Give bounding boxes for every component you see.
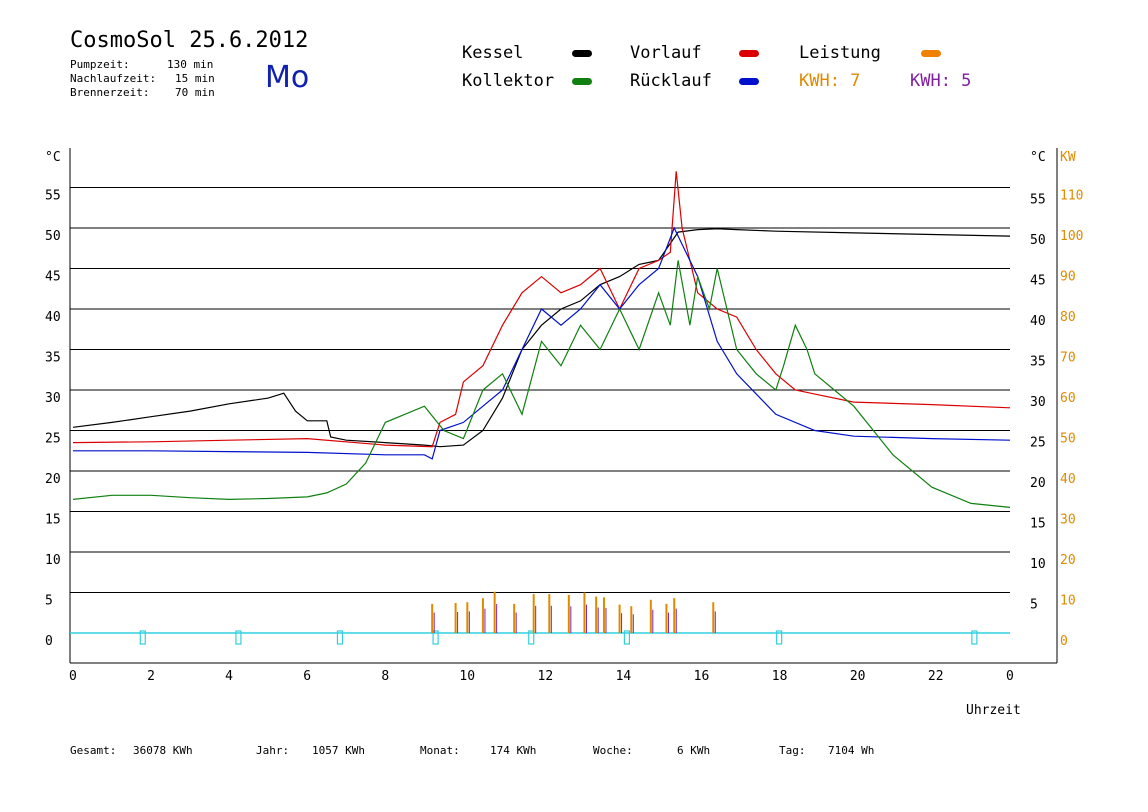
kw-tick-label: 0 <box>1060 634 1068 649</box>
y-right-tick-label: 30 <box>1030 395 1046 410</box>
legend-kessel-swatch <box>572 50 592 57</box>
legend-kollektor-label: Kollektor <box>462 71 555 91</box>
pump-marker <box>336 630 344 645</box>
x-tick-label: 16 <box>694 669 710 684</box>
legend-kwh5-label: KWH: 5 <box>910 71 972 91</box>
series-line-rcklauf <box>73 226 1011 460</box>
x-tick-label: 12 <box>538 669 554 684</box>
weekday-label: Mo <box>265 60 310 95</box>
kw-axis-unit: KW <box>1060 150 1076 165</box>
footer-gesamt-label: Gesamt: <box>70 744 117 757</box>
kw-tick-label: 70 <box>1060 351 1076 366</box>
y-right-tick-label: 40 <box>1030 314 1046 329</box>
y-tick-label: 0 <box>45 634 53 649</box>
y-tick-label: 10 <box>45 553 61 568</box>
pump-marker <box>139 630 146 645</box>
kw-tick-label: 80 <box>1060 310 1076 325</box>
y-tick-label: 5 <box>45 594 53 609</box>
kw-tick-label: 40 <box>1060 472 1076 487</box>
y-right-tick-label: 50 <box>1030 233 1046 248</box>
pump-marker <box>432 630 439 645</box>
footer-jahr-value: 1057 KWh <box>312 744 365 757</box>
kw-tick-label: 60 <box>1060 391 1076 406</box>
y-axis-unit-right: °C <box>1030 150 1046 165</box>
legend-ruecklauf-swatch <box>739 78 759 85</box>
y-tick-label: 15 <box>45 513 61 528</box>
x-tick-label: 0 <box>69 669 77 684</box>
y-right-tick-label: 55 <box>1030 193 1046 208</box>
x-axis-title: Uhrzeit <box>966 703 1021 718</box>
kw-tick-label: 50 <box>1060 432 1076 447</box>
y-right-tick-label: 15 <box>1030 517 1046 532</box>
x-tick-label: 6 <box>303 669 311 684</box>
brennerzeit-label: Brennerzeit: <box>70 86 150 99</box>
pump-marker <box>528 630 535 645</box>
kw-tick-label: 110 <box>1060 189 1083 204</box>
footer-tag-value: 7104 Wh <box>828 744 875 757</box>
footer-woche-value: 6 KWh <box>677 744 711 757</box>
pump-marker <box>235 630 242 645</box>
kw-tick-label: 30 <box>1060 513 1076 528</box>
legend-ruecklauf-label: Rücklauf <box>630 71 712 91</box>
y-tick-label: 20 <box>45 472 61 487</box>
x-tick-label: 18 <box>772 669 788 684</box>
y-right-tick-label: 5 <box>1030 598 1038 613</box>
nachlaufzeit-label: Nachlaufzeit: <box>70 72 157 85</box>
y-tick-label: 50 <box>45 229 61 244</box>
legend-vorlauf-label: Vorlauf <box>630 43 702 63</box>
kw-tick-label: 10 <box>1060 594 1076 609</box>
y-right-tick-label: 45 <box>1030 274 1046 289</box>
series-line-kollektor <box>72 260 1011 508</box>
x-tick-label: 2 <box>147 669 155 684</box>
x-tick-label: 14 <box>616 669 632 684</box>
series-line-kessel <box>72 228 1011 448</box>
legend-kwh7-label: KWH: 7 <box>799 71 861 91</box>
pumpzeit-label: Pumpzeit: <box>70 58 130 71</box>
y-tick-label: 35 <box>45 351 61 366</box>
x-tick-label: 0 <box>1006 669 1014 684</box>
x-tick-label: 10 <box>459 669 475 684</box>
kw-tick-label: 100 <box>1060 229 1083 244</box>
y-tick-label: 45 <box>45 270 61 285</box>
footer-monat-value: 174 KWh <box>490 744 537 757</box>
footer-woche-label: Woche: <box>593 744 633 757</box>
y-right-tick-label: 10 <box>1030 557 1046 572</box>
x-tick-label: 4 <box>225 669 233 684</box>
footer-jahr-label: Jahr: <box>256 744 290 757</box>
y-right-tick-label: 25 <box>1030 436 1046 451</box>
brennerzeit-value: 70 min <box>175 86 215 99</box>
pump-marker <box>623 630 630 645</box>
kw-tick-label: 20 <box>1060 553 1076 568</box>
legend-leistung-swatch <box>921 50 941 57</box>
legend-kollektor-swatch <box>572 78 592 85</box>
kw-tick-label: 90 <box>1060 270 1076 285</box>
footer-tag-label: Tag: <box>779 744 806 757</box>
x-tick-label: 8 <box>381 669 389 684</box>
y-tick-label: 40 <box>45 310 61 325</box>
pump-marker <box>971 630 978 645</box>
pump-marker <box>776 630 783 645</box>
y-tick-label: 25 <box>45 432 61 447</box>
y-axis-unit-left: °C <box>45 150 61 165</box>
pumpzeit-value: 130 min <box>167 58 214 71</box>
y-tick-label: 55 <box>45 189 61 204</box>
x-tick-label: 20 <box>850 669 866 684</box>
nachlaufzeit-value: 15 min <box>175 72 215 85</box>
x-tick-label: 22 <box>928 669 944 684</box>
y-right-tick-label: 35 <box>1030 355 1046 370</box>
legend-leistung-label: Leistung <box>799 43 881 63</box>
footer-monat-label: Monat: <box>420 744 460 757</box>
series-line-vorlauf <box>72 171 1011 448</box>
legend-vorlauf-swatch <box>739 50 759 57</box>
y-tick-label: 30 <box>45 391 61 406</box>
chart-title: CosmoSol 25.6.2012 <box>70 28 309 53</box>
footer-gesamt-value: 36078 KWh <box>133 744 193 757</box>
y-right-tick-label: 20 <box>1030 476 1046 491</box>
legend-kessel-label: Kessel <box>462 43 524 63</box>
